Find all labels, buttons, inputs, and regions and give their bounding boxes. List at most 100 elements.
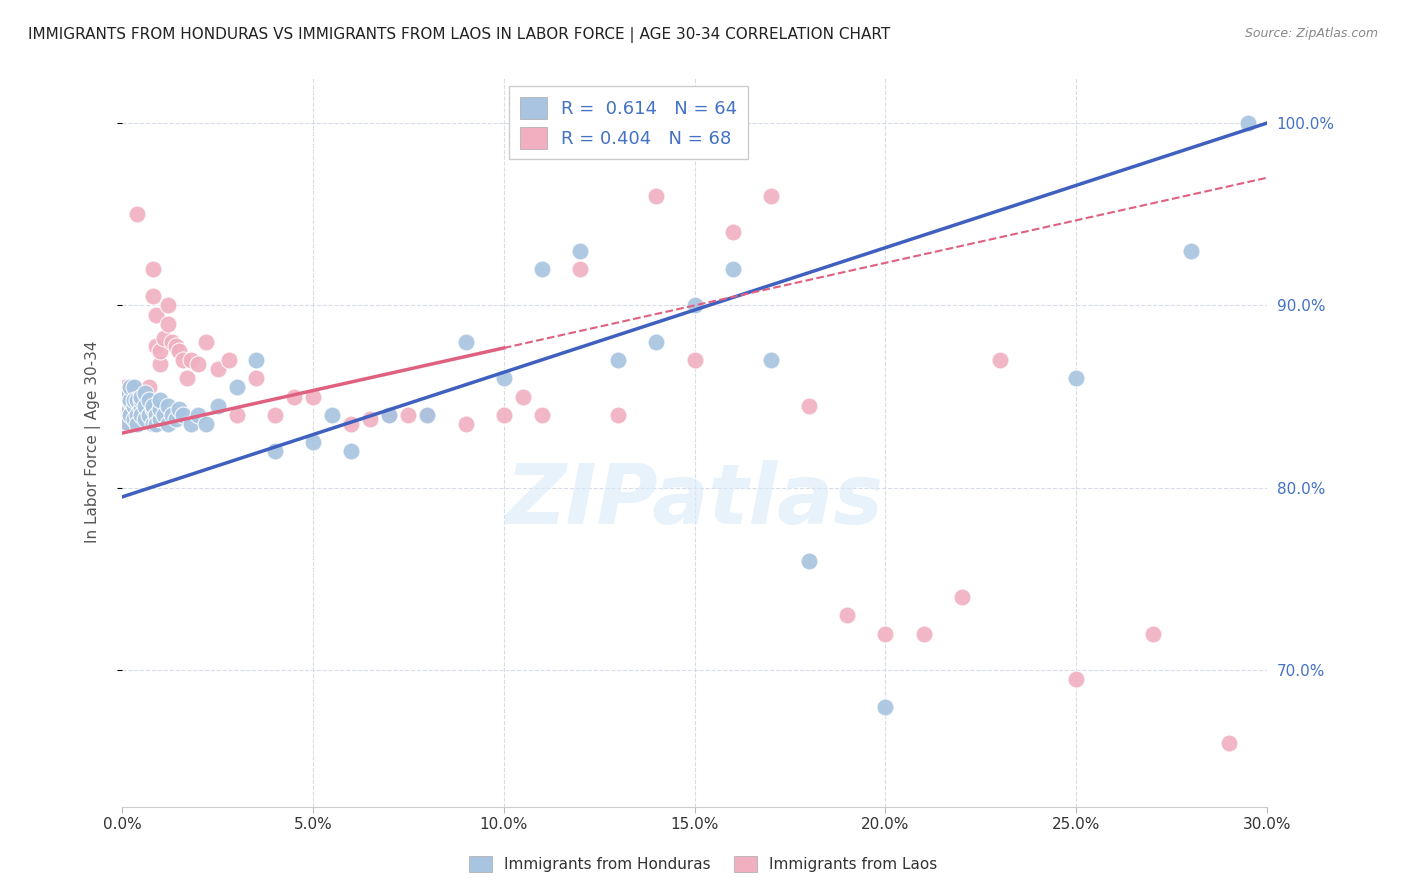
Point <box>127 417 149 431</box>
Point <box>145 308 167 322</box>
Point <box>530 262 553 277</box>
Point <box>115 393 138 408</box>
Point <box>122 399 145 413</box>
Point <box>340 417 363 431</box>
Point <box>145 338 167 352</box>
Point <box>118 393 141 408</box>
Point <box>950 591 973 605</box>
Point <box>145 417 167 431</box>
Point <box>138 393 160 408</box>
Point <box>683 298 706 312</box>
Point <box>149 393 172 408</box>
Point <box>129 408 152 422</box>
Text: ZIPatlas: ZIPatlas <box>506 460 883 541</box>
Point <box>492 408 515 422</box>
Point <box>115 402 138 417</box>
Point <box>569 244 592 258</box>
Point <box>160 408 183 422</box>
Point <box>129 402 152 417</box>
Point <box>321 408 343 422</box>
Point <box>1237 116 1260 130</box>
Point <box>492 371 515 385</box>
Point <box>134 386 156 401</box>
Point <box>187 408 209 422</box>
Y-axis label: In Labor Force | Age 30-34: In Labor Force | Age 30-34 <box>86 341 101 543</box>
Point <box>115 390 138 404</box>
Point <box>134 408 156 422</box>
Point <box>142 402 165 417</box>
Point <box>607 353 630 368</box>
Point <box>645 334 668 349</box>
Point <box>1064 371 1087 385</box>
Point <box>797 554 820 568</box>
Point <box>187 357 209 371</box>
Point <box>153 331 176 345</box>
Point <box>302 390 325 404</box>
Point <box>416 408 439 422</box>
Point <box>122 380 145 394</box>
Point <box>118 402 141 417</box>
Point <box>129 393 152 408</box>
Point <box>138 393 160 408</box>
Point <box>142 399 165 413</box>
Point <box>195 334 218 349</box>
Point <box>149 357 172 371</box>
Point <box>118 417 141 431</box>
Point <box>156 317 179 331</box>
Point <box>134 399 156 413</box>
Point <box>169 344 191 359</box>
Point <box>122 380 145 394</box>
Point <box>454 334 477 349</box>
Point <box>245 353 267 368</box>
Point <box>134 390 156 404</box>
Point <box>569 262 592 277</box>
Point <box>225 408 247 422</box>
Point <box>142 417 165 431</box>
Point <box>759 189 782 203</box>
Point <box>122 393 145 408</box>
Point <box>118 393 141 408</box>
Point <box>142 262 165 277</box>
Point <box>1064 673 1087 687</box>
Point <box>127 408 149 422</box>
Point <box>129 390 152 404</box>
Point <box>340 444 363 458</box>
Point <box>156 399 179 413</box>
Point <box>607 408 630 422</box>
Point <box>721 226 744 240</box>
Point <box>912 626 935 640</box>
Point <box>875 626 897 640</box>
Point <box>165 411 187 425</box>
Point <box>683 353 706 368</box>
Point <box>530 408 553 422</box>
Point <box>988 353 1011 368</box>
Point <box>134 393 156 408</box>
Point <box>172 408 194 422</box>
Point <box>149 411 172 425</box>
Point <box>359 411 381 425</box>
Point <box>122 408 145 422</box>
Point <box>207 399 229 413</box>
Legend: Immigrants from Honduras, Immigrants from Laos: Immigrants from Honduras, Immigrants fro… <box>461 848 945 880</box>
Point <box>127 207 149 221</box>
Point <box>145 408 167 422</box>
Point <box>127 393 149 408</box>
Point <box>875 699 897 714</box>
Point <box>180 353 202 368</box>
Point <box>207 362 229 376</box>
Text: IMMIGRANTS FROM HONDURAS VS IMMIGRANTS FROM LAOS IN LABOR FORCE | AGE 30-34 CORR: IMMIGRANTS FROM HONDURAS VS IMMIGRANTS F… <box>28 27 890 43</box>
Point <box>797 399 820 413</box>
Point <box>454 417 477 431</box>
Point <box>169 402 191 417</box>
Point <box>1142 626 1164 640</box>
Point <box>1218 736 1240 750</box>
Point <box>115 408 138 422</box>
Legend: R =  0.614   N = 64, R = 0.404   N = 68: R = 0.614 N = 64, R = 0.404 N = 68 <box>509 87 748 160</box>
Point <box>122 393 145 408</box>
Point <box>378 408 401 422</box>
Point <box>165 338 187 352</box>
Point <box>118 408 141 422</box>
Point <box>127 408 149 422</box>
Point <box>721 262 744 277</box>
Point <box>225 380 247 394</box>
